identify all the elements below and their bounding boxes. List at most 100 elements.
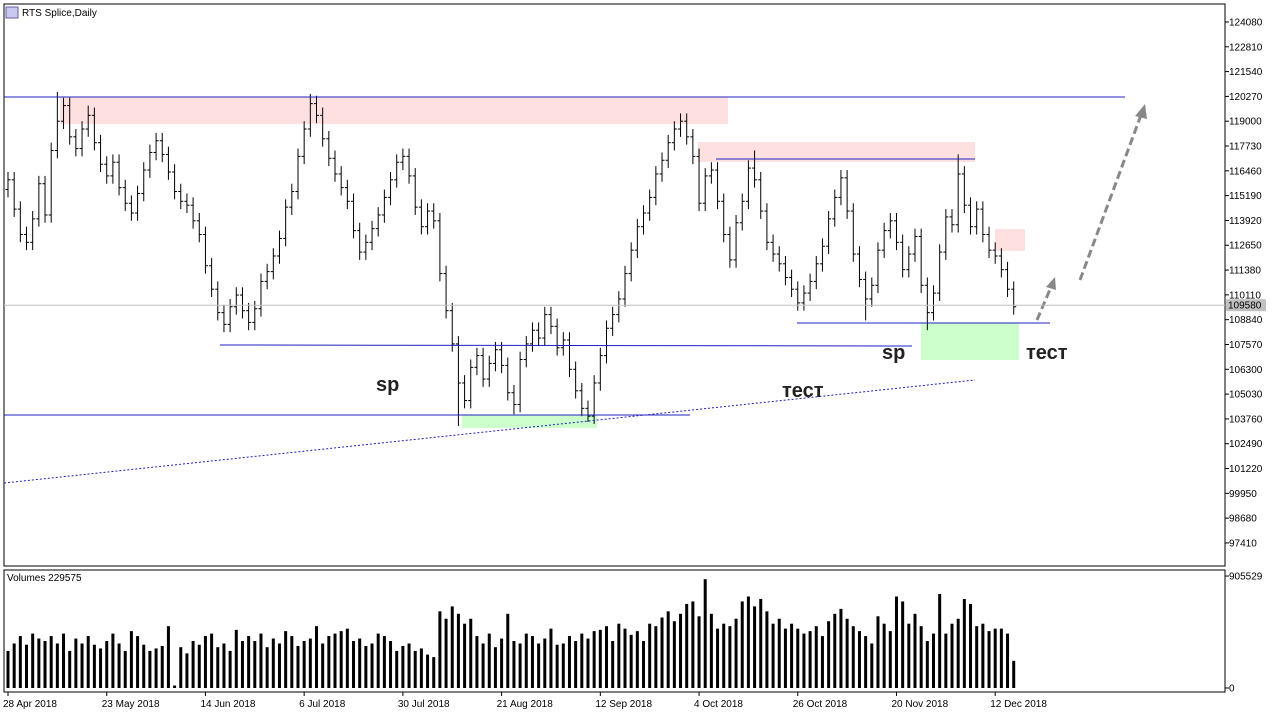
- volume-bar: [999, 628, 1003, 688]
- volume-bar: [376, 633, 380, 688]
- volume-bar: [136, 636, 140, 688]
- volume-bar: [894, 596, 898, 688]
- volume-bar: [401, 645, 405, 688]
- volume-bar: [456, 613, 460, 688]
- x-tick-label: 12 Dec 2018: [990, 699, 1047, 710]
- y-tick-label: 110110: [1229, 290, 1261, 301]
- y-tick-label: 115190: [1229, 191, 1262, 202]
- volume-bar: [450, 606, 454, 688]
- volume-bar: [123, 650, 127, 688]
- volume-bar: [549, 628, 553, 688]
- volume-bar: [833, 613, 837, 688]
- volume-bar: [265, 647, 269, 688]
- volume-bar: [969, 603, 973, 688]
- volume-bar: [814, 626, 818, 688]
- y-tick-label: 105030: [1229, 390, 1263, 401]
- volume-bar: [802, 633, 806, 688]
- x-tick-label: 26 Oct 2018: [793, 699, 848, 710]
- y-tick-label: 116460: [1229, 166, 1262, 177]
- volume-bar: [679, 613, 683, 688]
- arrow-heads: [1046, 104, 1147, 290]
- volume-bar: [86, 636, 90, 688]
- volume-bar: [62, 633, 66, 688]
- volume-bar: [716, 628, 720, 688]
- resistance-zone: [995, 229, 1025, 251]
- volume-bar: [142, 644, 146, 688]
- volume-bar: [31, 633, 35, 688]
- volume-bar: [987, 631, 991, 688]
- volume-bar: [389, 641, 393, 688]
- volume-bar: [537, 643, 541, 688]
- x-tick-label: 14 Jun 2018: [200, 699, 255, 710]
- volume-bar: [783, 628, 787, 688]
- volume-bar: [666, 611, 670, 688]
- volume-bar: [530, 636, 534, 688]
- volume-bar: [524, 633, 528, 688]
- volume-bar: [74, 638, 78, 688]
- volume-bar: [685, 603, 689, 688]
- volume-bar: [364, 645, 368, 688]
- zones: [60, 97, 1025, 428]
- y-tick-label: 102490: [1229, 439, 1263, 450]
- y-tick-label: 112650: [1229, 241, 1262, 252]
- volume-bar: [500, 638, 504, 688]
- y-tick-label: 113920: [1229, 216, 1262, 227]
- volume-bar: [993, 628, 997, 688]
- volume-bar: [475, 636, 479, 688]
- volume-bar: [463, 623, 467, 688]
- volume-bar: [543, 638, 547, 688]
- volume-bar: [753, 606, 757, 688]
- volume-bar: [913, 613, 917, 688]
- level-line: [219, 344, 913, 347]
- volume-bar: [37, 638, 41, 688]
- x-tick-label: 20 Nov 2018: [891, 699, 948, 710]
- volume-bar: [277, 643, 281, 688]
- chart-icon: [5, 6, 19, 19]
- volume-bar: [561, 643, 565, 688]
- volume-bar: [160, 645, 164, 688]
- volume-bar: [99, 648, 103, 688]
- volume-bar: [259, 633, 263, 688]
- volume-bar: [1006, 633, 1010, 688]
- volume-bar: [352, 641, 356, 688]
- volume-bar: [358, 638, 362, 688]
- volume-bar: [339, 631, 343, 688]
- y-tick-label: 121540: [1229, 67, 1263, 78]
- volume-bar: [709, 613, 713, 688]
- volume-bar: [43, 641, 47, 688]
- y-tick-label: 108840: [1229, 315, 1263, 326]
- resistance-zone: [60, 97, 728, 124]
- volume-bar: [315, 626, 318, 688]
- support-zone: [462, 415, 597, 428]
- annotation: тест: [1026, 342, 1068, 364]
- volume-bar: [234, 629, 238, 688]
- volume-bar: [191, 641, 195, 688]
- volume-bar: [253, 641, 257, 688]
- volume-bar: [80, 643, 84, 688]
- resistance-zone: [698, 142, 975, 162]
- volume-bar: [327, 636, 331, 688]
- volume-bar: [426, 654, 430, 688]
- y-tick-label: 0: [1229, 684, 1235, 695]
- volume-bar: [808, 631, 812, 688]
- volume-bar: [796, 628, 800, 688]
- volume-bar: [117, 643, 121, 688]
- volume-bar: [839, 608, 843, 688]
- volume-bar: [382, 636, 386, 688]
- volume-bar: [216, 647, 220, 688]
- volume-bar: [938, 594, 942, 688]
- volume-bar: [746, 596, 750, 688]
- annotation: sp: [376, 374, 399, 396]
- volume-bar: [660, 617, 664, 688]
- volume-bar: [333, 633, 337, 688]
- volume-bar: [68, 650, 72, 688]
- volume-bar: [697, 616, 701, 688]
- volume-bar: [962, 598, 966, 688]
- volume-bar: [672, 621, 676, 688]
- x-tick-label: 21 Aug 2018: [497, 699, 554, 710]
- volume-bar: [469, 618, 473, 688]
- volume-bar: [950, 623, 954, 688]
- y-tick-label: 119000: [1229, 117, 1262, 128]
- trend-line: [3, 379, 976, 484]
- volume-bar: [1012, 660, 1016, 688]
